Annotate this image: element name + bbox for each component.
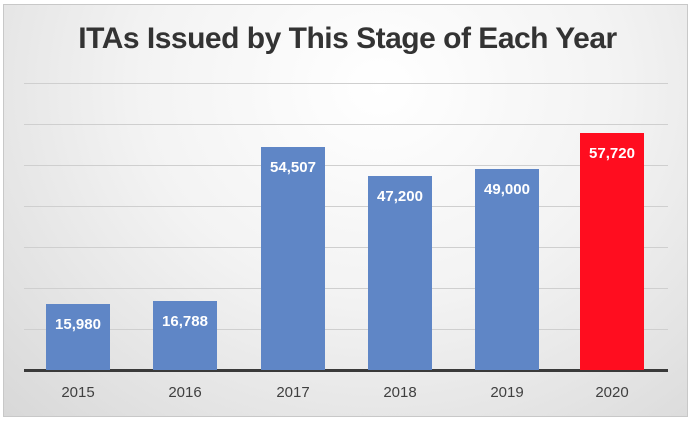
gridline: [24, 83, 668, 84]
bar-value-label: 15,980: [55, 316, 101, 333]
bar-2015: 15,980: [46, 304, 110, 370]
gridline: [24, 288, 668, 289]
chart-frame: [3, 4, 688, 417]
gridline: [24, 206, 668, 207]
gridline: [24, 124, 668, 125]
gridline: [24, 165, 668, 166]
x-tick-label: 2015: [61, 384, 95, 401]
bar-2020: 57,720: [580, 133, 644, 370]
x-tick-label: 2019: [490, 384, 524, 401]
x-tick-label: 2017: [276, 384, 310, 401]
bar-2019: 49,000: [475, 169, 539, 370]
bar-2018: 47,200: [368, 176, 432, 370]
bar-value-label: 49,000: [484, 181, 530, 198]
bar-value-label: 57,720: [589, 145, 635, 162]
x-tick-label: 2018: [383, 384, 417, 401]
bar-value-label: 47,200: [377, 188, 423, 205]
bar-2017: 54,507: [261, 147, 325, 370]
x-tick-label: 2016: [168, 384, 202, 401]
x-tick-label: 2020: [595, 384, 629, 401]
bar-value-label: 54,507: [270, 159, 316, 176]
x-axis-line: [24, 369, 668, 372]
bar-value-label: 16,788: [162, 313, 208, 330]
bar-2016: 16,788: [153, 301, 217, 370]
gridline: [24, 247, 668, 248]
chart-title: ITAs Issued by This Stage of Each Year: [78, 22, 617, 55]
gridline: [24, 329, 668, 330]
